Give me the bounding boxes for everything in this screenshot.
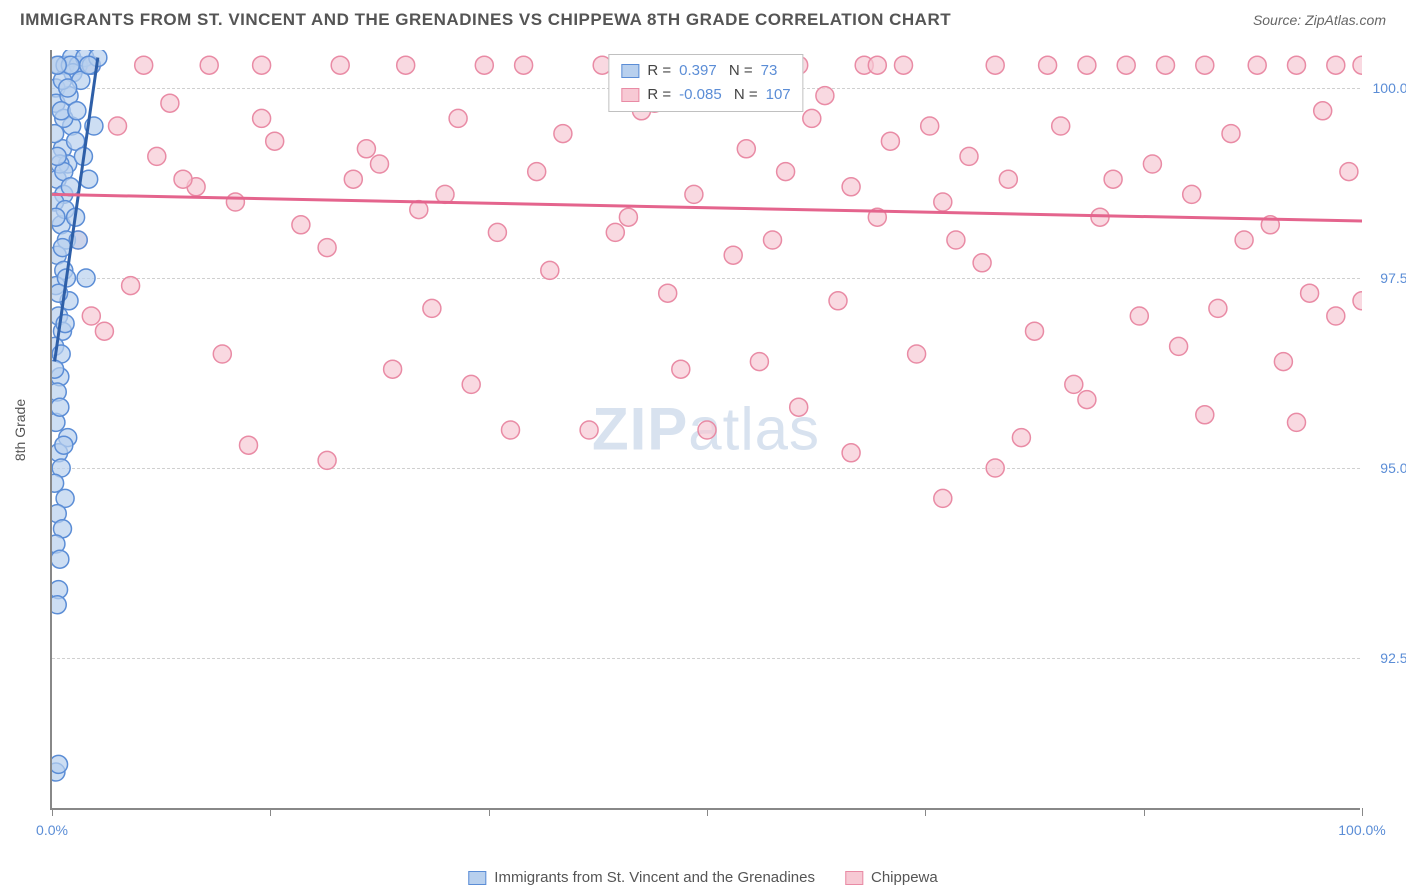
legend-row-2: R = -0.085 N = 107: [621, 83, 790, 107]
plot-area: ZIPatlas 92.5%95.0%97.5%100.0% 0.0%100.0…: [50, 50, 1360, 810]
legend-r-label: R =: [647, 59, 671, 83]
legend-r-value-1: 0.397: [679, 59, 717, 83]
chart-title: IMMIGRANTS FROM ST. VINCENT AND THE GREN…: [20, 10, 951, 30]
bottom-legend: Immigrants from St. Vincent and the Gren…: [468, 869, 937, 886]
y-axis-label: 8th Grade: [12, 399, 28, 461]
header: IMMIGRANTS FROM ST. VINCENT AND THE GREN…: [0, 0, 1406, 35]
y-tick-label: 92.5%: [1365, 650, 1406, 666]
legend-r-value-2: -0.085: [679, 83, 722, 107]
bottom-label-1: Immigrants from St. Vincent and the Gren…: [494, 869, 815, 886]
scatter-svg: [52, 50, 1362, 810]
correlation-legend: R = 0.397 N = 73 R = -0.085 N = 107: [608, 54, 803, 112]
bottom-legend-item-1: Immigrants from St. Vincent and the Gren…: [468, 869, 815, 886]
legend-r-label: R =: [647, 83, 671, 107]
y-tick-label: 100.0%: [1365, 80, 1406, 96]
legend-n-value-2: 107: [766, 83, 791, 107]
y-tick-label: 97.5%: [1365, 270, 1406, 286]
y-tick-label: 95.0%: [1365, 460, 1406, 476]
legend-row-1: R = 0.397 N = 73: [621, 59, 790, 83]
bottom-legend-item-2: Chippewa: [845, 869, 938, 886]
legend-n-value-1: 73: [761, 59, 778, 83]
legend-swatch-series2: [621, 88, 639, 102]
x-tick-label: 100.0%: [1338, 822, 1385, 838]
legend-swatch-series1: [621, 64, 639, 78]
legend-n-label: N =: [730, 83, 758, 107]
chart-container: 8th Grade ZIPatlas 92.5%95.0%97.5%100.0%…: [50, 50, 1360, 810]
legend-n-label: N =: [725, 59, 753, 83]
source-label: Source: ZipAtlas.com: [1253, 12, 1386, 28]
x-tick-label: 0.0%: [36, 822, 68, 838]
bottom-swatch-2: [845, 871, 863, 885]
bottom-label-2: Chippewa: [871, 869, 938, 886]
bottom-swatch-1: [468, 871, 486, 885]
